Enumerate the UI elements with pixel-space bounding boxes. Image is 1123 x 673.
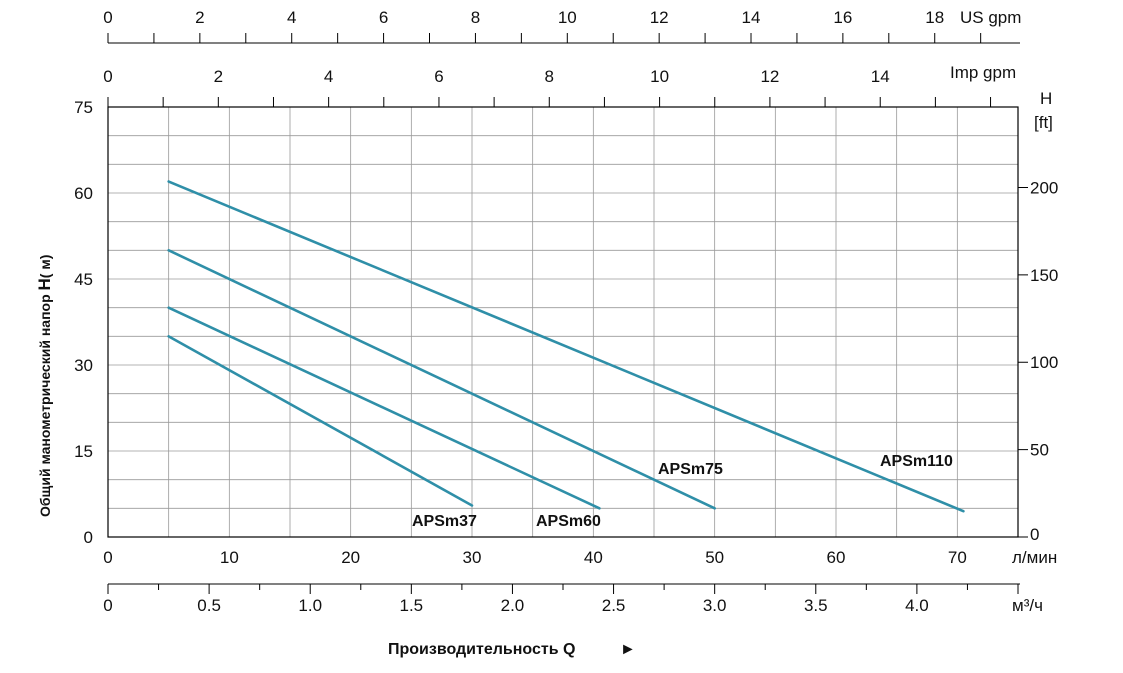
- x-tick-label: 50: [705, 548, 724, 567]
- h-ft-unit-line2: [ft]: [1034, 113, 1053, 132]
- us-gpm-tick-label: 4: [287, 8, 296, 27]
- y-tick-label: 75: [74, 98, 93, 117]
- series-line-apsm37: [167, 335, 474, 507]
- h-ft-unit-line1: H: [1040, 89, 1052, 108]
- m3h-unit: м³/ч: [1012, 596, 1043, 615]
- imp-gpm-tick-label: 6: [434, 67, 443, 86]
- m3h-tick-label: 2.0: [501, 596, 525, 615]
- us-gpm-unit: US gpm: [960, 8, 1021, 27]
- us-gpm-tick-label: 12: [650, 8, 669, 27]
- ft-tick-label: 150: [1030, 266, 1058, 285]
- y-axis-ticks: 0 15 30 45 60 75: [74, 98, 93, 547]
- series-label-apsm60: APSm60: [536, 513, 601, 530]
- imp-gpm-tick-label: 10: [650, 67, 669, 86]
- m3h-tick-label: 2.5: [602, 596, 626, 615]
- ft-tick-label: 50: [1030, 441, 1049, 460]
- x-axis-title: Производительность Q: [388, 641, 575, 658]
- x-tick-label: 60: [827, 548, 846, 567]
- us-gpm-tick-label: 8: [471, 8, 480, 27]
- imp-gpm-tick-label: 14: [871, 67, 890, 86]
- us-gpm-tick-label: 2: [195, 8, 204, 27]
- y-tick-label: 45: [74, 270, 93, 289]
- y-axis-title-suffix: ( м): [37, 255, 53, 279]
- us-gpm-tick-label: 10: [558, 8, 577, 27]
- x-tick-label: 0: [103, 548, 112, 567]
- us-gpm-tick-label: 0: [103, 8, 112, 27]
- grid-lines: [108, 107, 1018, 537]
- series-label-apsm75: APSm75: [658, 461, 723, 478]
- m3h-tick-label: 1.5: [400, 596, 424, 615]
- imp-gpm-tick-label: 8: [545, 67, 554, 86]
- y-tick-label: 30: [74, 356, 93, 375]
- us-gpm-tick-label: 18: [925, 8, 944, 27]
- y-axis-title-main: H: [35, 278, 54, 290]
- y-tick-label: 0: [84, 528, 93, 547]
- imp-gpm-unit: Imp gpm: [950, 63, 1016, 82]
- us-gpm-axis: 0 2 4 6 8 10 12 14 16 18 US gpm: [103, 8, 1021, 44]
- series-line-apsm75: [167, 249, 716, 510]
- y-axis-title-prefix: Общий манометрический напор: [37, 290, 53, 517]
- us-gpm-tick-label: 14: [742, 8, 761, 27]
- x-unit: л/мин: [1012, 548, 1057, 567]
- series-line-apsm110: [167, 180, 965, 513]
- x-tick-label: 10: [220, 548, 239, 567]
- series-label-apsm110: APSm110: [880, 453, 953, 470]
- imp-gpm-tick-label: 0: [103, 67, 112, 86]
- x-tick-label: 70: [948, 548, 967, 567]
- m3h-tick-label: 0.5: [197, 596, 221, 615]
- x-tick-label: 20: [341, 548, 360, 567]
- y-axis-title: Общий манометрический напор H( м): [35, 255, 54, 517]
- ft-tick-label: 200: [1030, 178, 1058, 197]
- m3h-tick-label: 0: [103, 596, 112, 615]
- m3h-tick-label: 1.0: [298, 596, 322, 615]
- x-axis-title-text: Производительность Q: [388, 641, 575, 658]
- imp-gpm-tick-label: 12: [760, 67, 779, 86]
- h-ft-axis-ticks: 0 50 100 150 200: [1018, 178, 1058, 544]
- m3h-tick-label: 3.5: [804, 596, 828, 615]
- m3h-axis: 0 0.5 1.0 1.5 2.0 2.5 3.0 3.5 4.0 м³/ч: [103, 583, 1043, 615]
- series-line-apsm60: [167, 306, 601, 510]
- m3h-tick-label: 3.0: [703, 596, 727, 615]
- m3h-tick-label: 4.0: [905, 596, 929, 615]
- y-tick-label: 60: [74, 184, 93, 203]
- y-tick-label: 15: [74, 442, 93, 461]
- m3h-ticks: 0 0.5 1.0 1.5 2.0 2.5 3.0 3.5 4.0: [103, 584, 1019, 615]
- ft-tick-label: 0: [1030, 525, 1039, 544]
- imp-gpm-tick-label: 2: [214, 67, 223, 86]
- ft-tick-label: 100: [1030, 353, 1058, 372]
- series-label-apsm37: APSm37: [412, 513, 477, 530]
- series-lines: APSm37 APSm60 APSm75 APSm110: [167, 180, 965, 530]
- x-axis-arrow: ►: [620, 641, 636, 658]
- x-axis-ticks: 0 10 20 30 40 50 60 70: [103, 548, 967, 567]
- us-gpm-tick-label: 16: [833, 8, 852, 27]
- us-gpm-ticks: 0 2 4 6 8 10 12 14 16 18: [103, 8, 982, 43]
- us-gpm-tick-label: 6: [379, 8, 388, 27]
- imp-gpm-tick-label: 4: [324, 67, 333, 86]
- x-tick-label: 40: [584, 548, 603, 567]
- x-tick-label: 30: [463, 548, 482, 567]
- plot-frame: [107, 106, 1019, 538]
- imp-gpm-ticks: 0 2 4 6 8 10 12 14: [103, 67, 992, 107]
- imp-gpm-axis: 0 2 4 6 8 10 12 14 Imp gpm: [103, 63, 1016, 107]
